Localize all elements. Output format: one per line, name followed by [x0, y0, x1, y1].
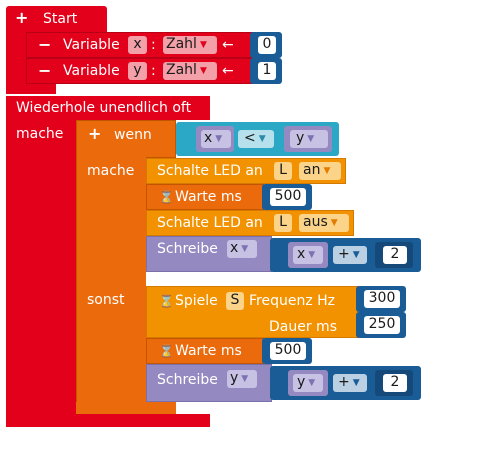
condition-operator: < [244, 130, 256, 146]
value-x-input[interactable]: 0 [258, 36, 276, 54]
play-label: Spiele [175, 293, 218, 309]
variable-y-name[interactable]: y [128, 62, 147, 80]
write-x-expr-var-dropdown[interactable]: x ▼ [293, 246, 323, 264]
led-on-pin[interactable]: L [274, 162, 292, 180]
write-x-expr-var: x [297, 246, 306, 262]
hourglass-icon: ⌛ [159, 190, 174, 204]
write-x-label: Schreibe [157, 241, 218, 257]
if-mache-label: mache [87, 163, 135, 179]
variable-y-assign-arrow: ← [222, 63, 234, 79]
write-y-op-dropdown[interactable]: + ▼ [333, 374, 367, 392]
play-freq-input[interactable]: 300 [364, 290, 400, 308]
play-dur-label: Dauer ms [269, 319, 337, 335]
start-block[interactable] [6, 6, 107, 32]
write-y-num-input[interactable]: 2 [383, 374, 407, 392]
variable-x-type-dropdown[interactable]: Zahl ▼ [163, 36, 217, 54]
dropdown-arrow-icon: ▼ [199, 66, 207, 76]
condition-left-var: x [204, 130, 213, 146]
play-dur-input[interactable]: 250 [364, 316, 400, 334]
dropdown-arrow-icon: ▼ [215, 134, 223, 144]
variable-x-type: Zahl [166, 36, 197, 52]
write-y-expr-var-dropdown[interactable]: y ▼ [293, 374, 323, 392]
write-y-var-dropdown[interactable]: y ▼ [227, 370, 257, 388]
dropdown-arrow-icon: ▼ [330, 218, 338, 228]
if-else-left-arm [76, 156, 146, 414]
variable-y-minus-icon[interactable]: − [38, 61, 52, 80]
loop-block-left-arm [6, 118, 76, 424]
wait-then-label: Warte ms [175, 189, 242, 205]
dropdown-arrow-icon: ▼ [307, 134, 315, 144]
led-on-label: Schalte LED an [157, 163, 263, 179]
led-off-state: aus [303, 214, 328, 230]
hourglass-icon: ⌛ [159, 344, 174, 358]
variable-y-colon: : [151, 63, 156, 79]
variable-x-colon: : [151, 37, 156, 53]
condition-operator-dropdown[interactable]: < ▼ [238, 130, 274, 148]
condition-right-var-dropdown[interactable]: y ▼ [290, 130, 328, 148]
led-off-state-dropdown[interactable]: aus ▼ [299, 214, 349, 232]
write-x-op-dropdown[interactable]: + ▼ [333, 246, 367, 264]
start-label: Start [43, 11, 78, 27]
led-on-state-dropdown[interactable]: an ▼ [299, 162, 341, 180]
variable-y-type-dropdown[interactable]: Zahl ▼ [163, 62, 217, 80]
if-plus-icon[interactable]: + [88, 124, 102, 143]
start-plus-icon[interactable]: + [15, 8, 29, 27]
condition-right-var: y [296, 130, 305, 146]
play-freq-label: Frequenz Hz [249, 293, 336, 309]
variable-y-type: Zahl [166, 62, 197, 78]
dropdown-arrow-icon: ▼ [199, 40, 207, 50]
loop-block-bottom [6, 414, 210, 427]
play-tone-block[interactable] [146, 286, 358, 338]
loop-title: Wiederhole unendlich oft [16, 100, 192, 116]
wait-else-value-input[interactable]: 500 [270, 342, 306, 360]
if-sonst-label: sonst [87, 292, 125, 308]
write-y-expr-var: y [297, 374, 306, 390]
wait-block-else[interactable] [146, 338, 264, 364]
write-y-label: Schreibe [157, 372, 218, 388]
condition-left-var-dropdown[interactable]: x ▼ [201, 130, 231, 148]
wait-else-label: Warte ms [175, 343, 242, 359]
led-on-state: an [303, 162, 321, 178]
dropdown-arrow-icon: ▼ [352, 250, 360, 260]
dropdown-arrow-icon: ▼ [323, 166, 331, 176]
wait-then-value-input[interactable]: 500 [270, 188, 306, 206]
variable-x-name[interactable]: x [128, 36, 147, 54]
variable-x-minus-icon[interactable]: − [38, 35, 52, 54]
loop-mache-label: mache [16, 126, 64, 142]
variable-x-assign-arrow: ← [222, 37, 234, 53]
dropdown-arrow-icon: ▼ [258, 134, 266, 144]
dropdown-arrow-icon: ▼ [308, 378, 316, 388]
dropdown-arrow-icon: ▼ [241, 374, 249, 384]
write-x-var: x [230, 240, 239, 256]
led-off-pin[interactable]: L [274, 214, 292, 232]
dropdown-arrow-icon: ▼ [352, 378, 360, 388]
write-x-op: + [338, 246, 350, 262]
loop-block[interactable] [6, 96, 210, 120]
hourglass-icon: ⌛ [159, 294, 174, 308]
variable-y-label: Variable [63, 63, 120, 79]
wait-block-then[interactable] [146, 184, 264, 210]
dropdown-arrow-icon: ▼ [241, 244, 249, 254]
start-block-body [6, 30, 26, 88]
write-x-var-dropdown[interactable]: x ▼ [227, 240, 257, 258]
write-y-var: y [230, 370, 239, 386]
if-wenn-label: wenn [114, 127, 152, 143]
write-y-op: + [338, 374, 350, 390]
if-else-bottom [76, 402, 176, 414]
write-x-num-input[interactable]: 2 [383, 246, 407, 264]
variable-x-label: Variable [63, 37, 120, 53]
start-block-footer [6, 84, 56, 94]
led-off-label: Schalte LED an [157, 215, 263, 231]
value-y-input[interactable]: 1 [258, 62, 276, 80]
dropdown-arrow-icon: ▼ [308, 250, 316, 260]
play-pin[interactable]: S [226, 292, 244, 310]
